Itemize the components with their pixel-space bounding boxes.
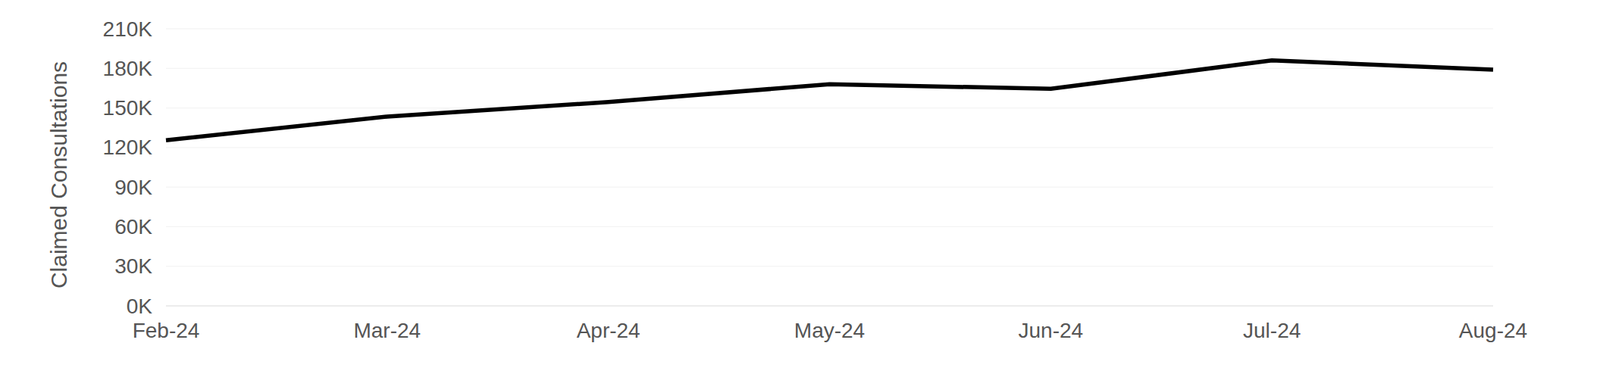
x-tick-label: Feb-24 <box>132 319 201 343</box>
grid-line <box>165 107 1494 109</box>
grid-line <box>165 186 1494 188</box>
x-tick-label: Jun-24 <box>1018 319 1084 343</box>
line-series <box>165 60 1494 141</box>
x-tick-label: Apr-24 <box>576 319 641 343</box>
grid-line <box>165 226 1494 228</box>
y-tick-label: 150K <box>103 96 154 120</box>
grid-line <box>165 28 1494 29</box>
y-tick-label: 60K <box>114 215 153 239</box>
y-tick-label: 210K <box>103 17 154 41</box>
grid-line <box>165 266 1494 267</box>
plot-area <box>165 60 1494 141</box>
x-tick-label: May-24 <box>794 319 865 343</box>
y-tick-label: 120K <box>103 135 154 160</box>
chart-svg: 0K 30K 60K 90K 120K 150K 180K 210K Feb-24 Mar-24 A… <box>0 0 1600 371</box>
x-tick-label: Aug-24 <box>1459 319 1528 343</box>
y-tick-label: 30K <box>114 254 153 279</box>
y-tick-label: 90K <box>114 175 153 200</box>
x-tick-label: Mar-24 <box>353 319 421 343</box>
chart-container: 0K 30K 60K 90K 120K 150K 180K 210K Feb-24 Mar-24 A… <box>0 0 1600 371</box>
y-axis-label: Claimed Consultations <box>46 61 72 289</box>
grid-line <box>165 68 1494 69</box>
grid-line <box>165 147 1494 148</box>
grid-line <box>165 305 1494 307</box>
y-tick-label: 180K <box>103 56 154 81</box>
y-tick-label: 0K <box>126 294 154 319</box>
x-tick-label: Jul-24 <box>1243 319 1301 343</box>
